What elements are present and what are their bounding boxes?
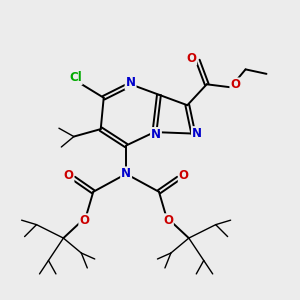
Text: O: O: [64, 169, 74, 182]
Text: O: O: [230, 78, 240, 92]
Text: O: O: [79, 214, 89, 227]
Text: N: N: [121, 167, 131, 180]
Text: O: O: [163, 214, 173, 227]
Text: N: N: [126, 76, 136, 89]
Text: O: O: [179, 169, 189, 182]
Text: N: N: [192, 127, 202, 140]
Text: Cl: Cl: [69, 71, 82, 84]
Text: N: N: [151, 128, 161, 141]
Text: O: O: [186, 52, 196, 64]
